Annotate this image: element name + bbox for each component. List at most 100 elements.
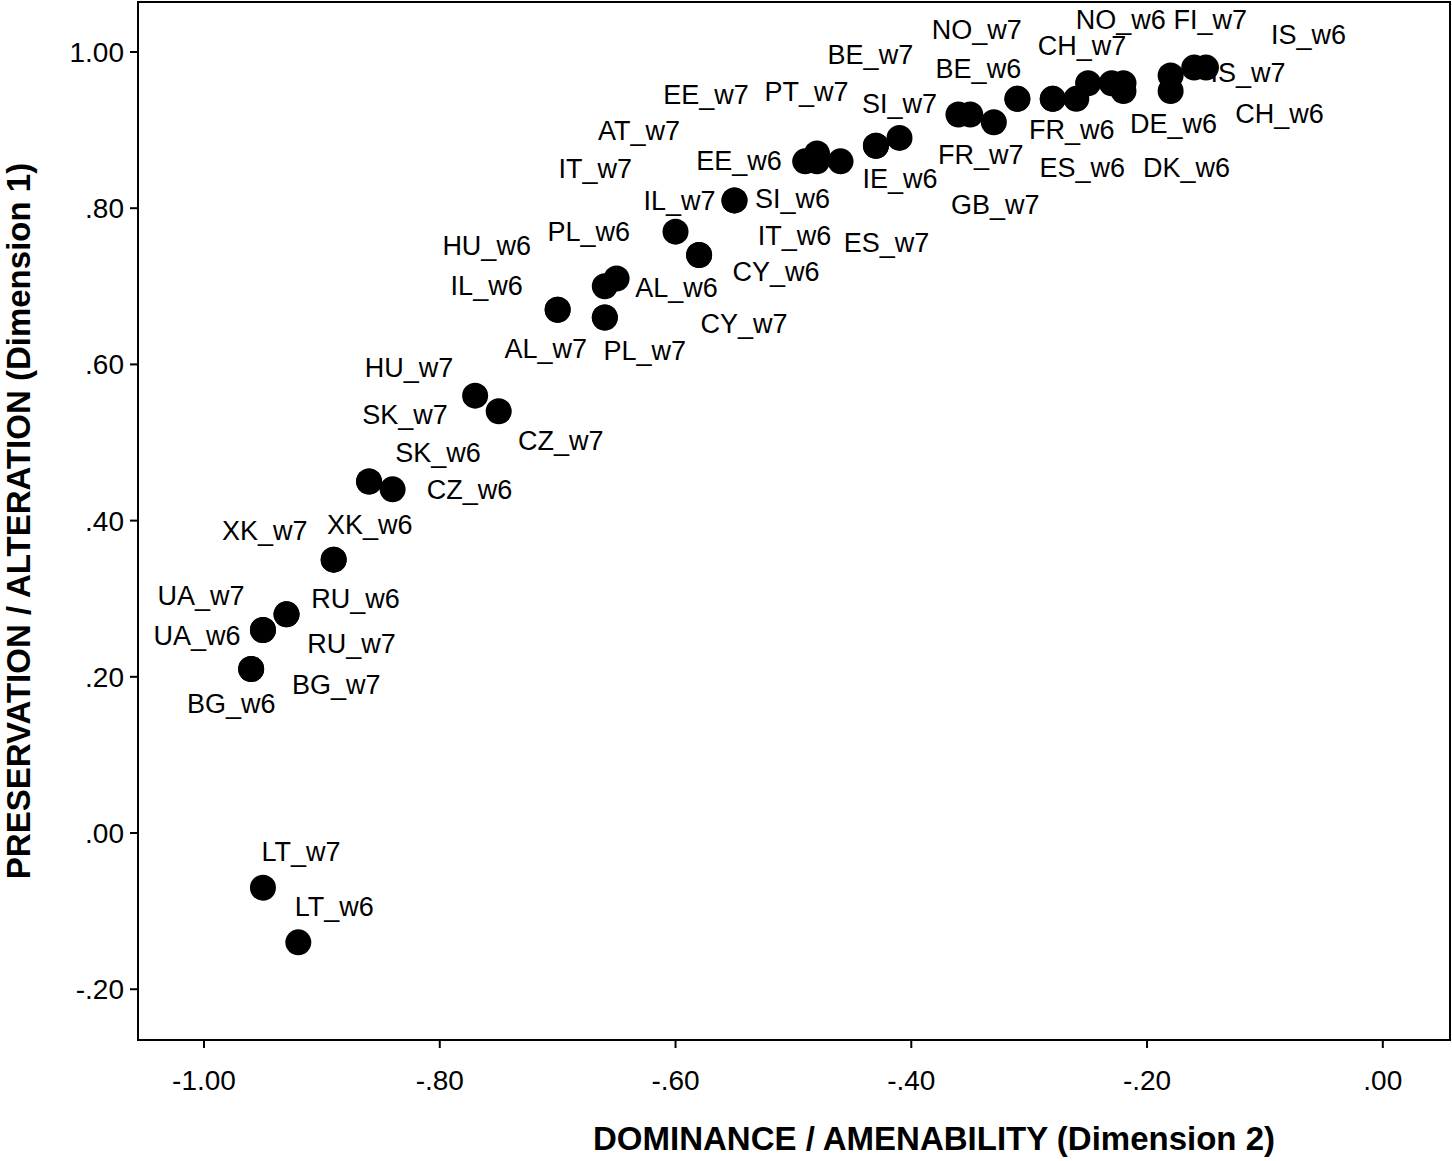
x-tick-label: -.40 [887, 1065, 935, 1096]
x-tick [439, 1040, 441, 1048]
chart: -1.00-.80-.60-.40-.20.00-.20.00.20.40.60… [0, 0, 1452, 1161]
point [250, 875, 276, 901]
y-tick [130, 832, 138, 834]
point-label: FI_w7 [1173, 5, 1247, 35]
point-label: PL_w6 [548, 217, 631, 247]
y-tick [130, 363, 138, 365]
point [380, 476, 406, 502]
point [804, 148, 830, 174]
x-axis-title: DOMINANCE / AMENABILITY (Dimension 2) [593, 1120, 1275, 1157]
point-label: AT_w7 [598, 116, 680, 146]
point-label: NO_w7 [932, 15, 1022, 45]
point [486, 398, 512, 424]
y-tick-label: .20 [85, 662, 124, 693]
point-label: EE_w7 [663, 80, 749, 110]
point [981, 109, 1007, 135]
point-label: NO_w6 [1076, 5, 1166, 35]
points [238, 55, 1219, 956]
point-label: IS_w7 [1210, 58, 1285, 88]
point [250, 617, 276, 643]
x-tick [1382, 1040, 1384, 1048]
point-label: LT_w6 [295, 892, 374, 922]
point-label: IL_w7 [643, 186, 715, 216]
point [604, 265, 630, 291]
point [663, 219, 689, 245]
point-label: IS_w6 [1271, 20, 1346, 50]
point-label: SI_w7 [862, 89, 937, 119]
x-tick [1146, 1040, 1148, 1048]
point [250, 617, 276, 643]
point [863, 133, 889, 159]
point [721, 187, 747, 213]
point [238, 656, 264, 682]
point [238, 656, 264, 682]
point [462, 383, 488, 409]
point-label: BE_w6 [936, 54, 1022, 84]
point-label: XK_w7 [222, 516, 308, 546]
point-label: GB_w7 [951, 190, 1040, 220]
x-tick-label: -1.00 [172, 1065, 236, 1096]
point-label: CY_w6 [733, 257, 820, 287]
point [592, 305, 618, 331]
point [321, 547, 347, 573]
point [1040, 86, 1066, 112]
point-label: DK_w6 [1143, 153, 1230, 183]
y-tick [130, 520, 138, 522]
point-label: SI_w6 [755, 184, 830, 214]
point-label: LT_w7 [261, 837, 340, 867]
point [887, 125, 913, 151]
point-label: PT_w7 [764, 77, 848, 107]
point-label: XK_w6 [327, 510, 413, 540]
point-label: BG_w6 [187, 689, 276, 719]
point-label: HU_w7 [365, 353, 454, 383]
point [686, 242, 712, 268]
point [545, 297, 571, 323]
point [721, 187, 747, 213]
point-label: HU_w6 [442, 231, 531, 261]
y-tick-label: .60 [85, 349, 124, 380]
y-tick-label: -.20 [76, 974, 124, 1005]
point-label: UA_w6 [153, 621, 240, 651]
point-label: AL_w7 [505, 334, 588, 364]
y-tick [130, 51, 138, 53]
y-tick [130, 988, 138, 990]
point [321, 547, 347, 573]
point [1158, 62, 1184, 88]
point [356, 469, 382, 495]
x-tick-label: -.60 [651, 1065, 699, 1096]
y-tick-label: .00 [85, 818, 124, 849]
point-label: IE_w6 [862, 164, 937, 194]
point-label: SK_w6 [395, 438, 481, 468]
point [274, 601, 300, 627]
point-label: DE_w6 [1130, 109, 1217, 139]
point-label: CH_w7 [1038, 31, 1127, 61]
point [828, 148, 854, 174]
x-tick [675, 1040, 677, 1048]
point-label: CZ_w7 [518, 426, 604, 456]
point-label: AL_w6 [635, 273, 718, 303]
point [1040, 86, 1066, 112]
point [356, 469, 382, 495]
background [0, 0, 1452, 1161]
point-label: UA_w7 [157, 581, 244, 611]
y-axis-title: PRESERVATION / ALTERATION (Dimension 1) [0, 163, 37, 879]
point-label: SK_w7 [362, 400, 448, 430]
point-label: CH_w6 [1235, 99, 1324, 129]
y-tick-label: 1.00 [70, 37, 125, 68]
x-tick-label: .00 [1363, 1065, 1402, 1096]
point-label: EE_w6 [696, 146, 782, 176]
y-tick [130, 676, 138, 678]
point-label: ES_w6 [1040, 153, 1126, 183]
point-labels: LT_w7 LT_w6 BG_w6 BG_w7 UA_w6 UA_w7 RU_w6 RU_w7… [153, 5, 1346, 923]
point-label: CZ_w6 [427, 475, 513, 505]
point [863, 133, 889, 159]
point-label: CY_w7 [701, 309, 788, 339]
x-tick-label: -.20 [1123, 1065, 1171, 1096]
point-label: BG_w7 [292, 670, 381, 700]
point-label: RU_w6 [311, 584, 400, 614]
plot-frame [138, 2, 1450, 1040]
point-label: FR_w6 [1029, 115, 1115, 145]
point [1004, 86, 1030, 112]
point-label: IL_w6 [451, 271, 523, 301]
point-label: RU_w7 [307, 629, 396, 659]
